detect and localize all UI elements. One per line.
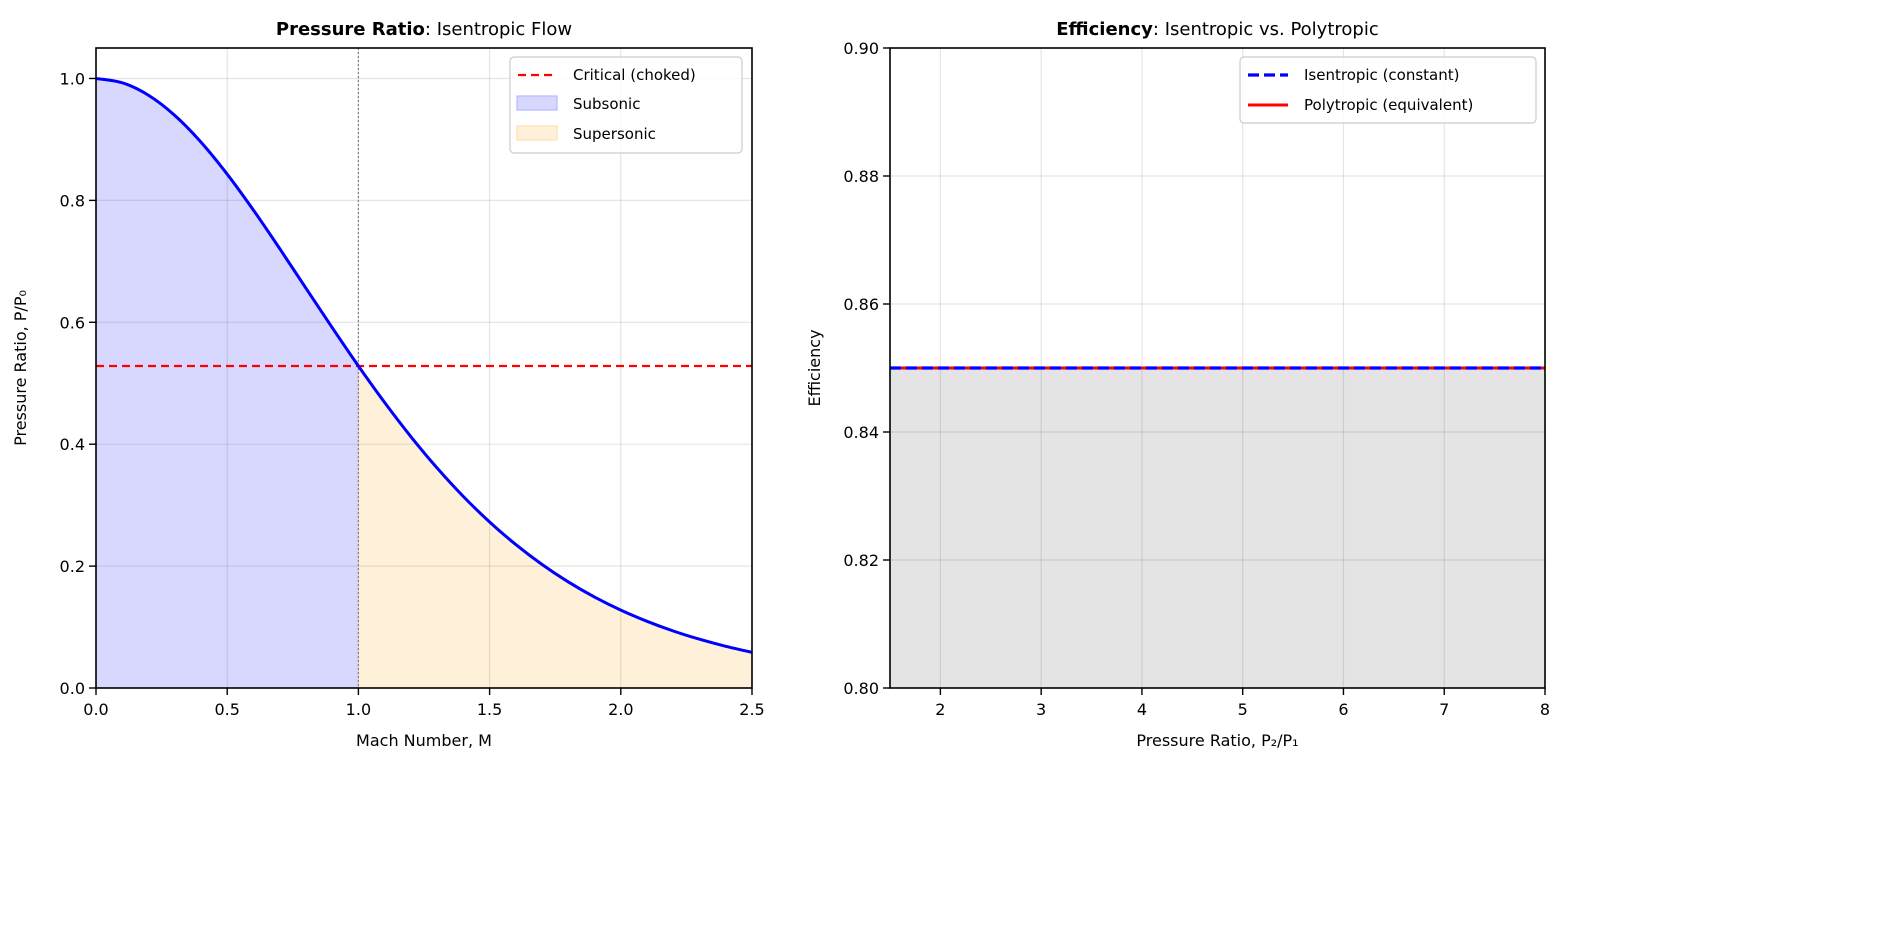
chart-title: Efficiency: Isentropic vs. Polytropic: [1056, 19, 1378, 40]
x-tick-label: 7: [1439, 700, 1449, 719]
legend-polytropic-label: Polytropic (equivalent): [1304, 96, 1473, 114]
axes-frame: [889, 47, 1546, 689]
legend-subsonic-label: Subsonic: [573, 95, 640, 113]
axes-frame: [95, 47, 753, 689]
pressure-ratio-curve: [95, 76, 753, 654]
x-tick-label: 3: [1036, 700, 1046, 719]
legend-supersonic-swatch: [516, 125, 558, 141]
x-tick-label: 6: [1338, 700, 1348, 719]
y-tick-label: 0.2: [60, 557, 85, 576]
legend: Isentropic (constant) Polytropic (equival…: [1239, 56, 1537, 124]
y-tick-label: 0.84: [843, 423, 879, 442]
legend-subsonic-swatch: [516, 95, 558, 111]
y-tick-label: 0.4: [60, 435, 85, 454]
chart-title: Pressure Ratio: Isentropic Flow: [276, 19, 572, 40]
x-tick-label: 2.0: [608, 700, 633, 719]
legend-box: [509, 56, 743, 154]
y-tick-label: 0.6: [60, 313, 85, 332]
chart-title-bold: Pressure Ratio: [276, 19, 425, 40]
x-tick-label: 2: [935, 700, 945, 719]
legend-isentropic-label: Isentropic (constant): [1304, 66, 1460, 84]
y-axis-label: Pressure Ratio, P/P₀: [11, 290, 30, 446]
region-supersonic: [358, 365, 752, 688]
chart-1: 2 3 4 5 6 7 8 0.80 0.82 0.84 0.86 0.88 0.90 Pressure …: [805, 19, 1550, 750]
x-tick-label: 1.0: [346, 700, 371, 719]
legend-box: [1239, 56, 1537, 124]
x-tick-label: 4: [1137, 700, 1147, 719]
x-tick-label: 0.5: [214, 700, 239, 719]
y-tick-label: 1.0: [60, 69, 85, 88]
legend: Critical (choked) Subsonic Supersonic: [509, 56, 743, 154]
y-tick-label: 0.86: [843, 295, 879, 314]
x-axis-label: Mach Number, M: [356, 731, 492, 750]
y-tick-label: 0.80: [843, 679, 879, 698]
x-tick-label: 0.0: [83, 700, 108, 719]
x-tick-label: 8: [1540, 700, 1550, 719]
y-axis-label: Efficiency: [805, 329, 824, 406]
legend-supersonic-label: Supersonic: [573, 125, 656, 143]
y-tick-label: 0.88: [843, 167, 879, 186]
legend-critical-label: Critical (choked): [573, 66, 696, 84]
y-tick-label: 0.8: [60, 191, 85, 210]
x-tick-label: 1.5: [477, 700, 502, 719]
region-subsonic: [96, 78, 359, 688]
x-axis-label: Pressure Ratio, P₂/P₁: [1136, 731, 1298, 750]
y-tick-label: 0.0: [60, 679, 85, 698]
y-tick-label: 0.90: [843, 39, 879, 58]
chart-title-rest: : Isentropic vs. Polytropic: [1153, 19, 1379, 40]
x-tick-label: 2.5: [739, 700, 764, 719]
chart-title-bold: Efficiency: [1056, 19, 1153, 40]
chart-title-rest: : Isentropic Flow: [425, 19, 572, 40]
efficiency-fill: [890, 368, 1545, 688]
chart-0: 0.0 0.5 1.0 1.5 2.0 2.5 0.0 0.2 0.4 0.6 0.8 1.0 Mach…: [11, 19, 765, 750]
x-tick-label: 5: [1238, 700, 1248, 719]
y-tick-label: 0.82: [843, 551, 879, 570]
